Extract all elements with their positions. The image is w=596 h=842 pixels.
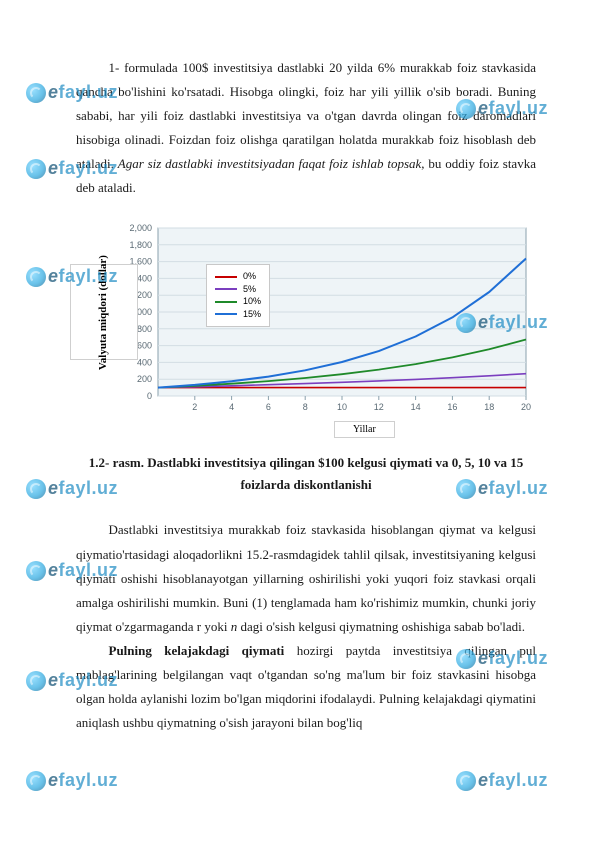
- legend-item: 15%: [215, 308, 261, 321]
- svg-text:4: 4: [229, 402, 234, 412]
- p2-text-a: Dastlabki investitsiya murakkab foiz sta…: [76, 522, 536, 633]
- legend-swatch: [215, 288, 237, 290]
- figure-caption: 1.2- rasm. Dastlabki investitsiya qiling…: [76, 452, 536, 496]
- legend-item: 0%: [215, 270, 261, 283]
- svg-text:20: 20: [521, 402, 531, 412]
- paragraph-1: 1- formulada 100$ investitsiya dastlabki…: [76, 56, 536, 200]
- legend-swatch: [215, 313, 237, 315]
- legend-label: 5%: [243, 283, 256, 296]
- legend-item: 10%: [215, 295, 261, 308]
- chart-legend: 0%5%10%15%: [206, 264, 270, 326]
- legend-swatch: [215, 276, 237, 278]
- globe-icon: [26, 561, 46, 581]
- svg-text:1,800: 1,800: [129, 240, 152, 250]
- globe-icon: [26, 771, 46, 791]
- svg-text:6: 6: [266, 402, 271, 412]
- chart-xlabel: Yillar: [334, 421, 395, 438]
- legend-label: 0%: [243, 270, 256, 283]
- svg-text:18: 18: [484, 402, 494, 412]
- svg-text:8: 8: [303, 402, 308, 412]
- globe-icon: [26, 159, 46, 179]
- svg-text:2: 2: [192, 402, 197, 412]
- chart-ylabel: Valyuta miqdori (dollar): [97, 255, 110, 370]
- svg-text:14: 14: [411, 402, 421, 412]
- globe-icon: [26, 83, 46, 103]
- chart-container: 02004006008001,0001,2001,4001,6001,8002,…: [76, 218, 536, 438]
- paragraph-2: Dastlabki investitsiya murakkab foiz sta…: [76, 518, 536, 638]
- svg-text:16: 16: [447, 402, 457, 412]
- p3-bold: Pulning kelajakdagi qiymati: [109, 643, 285, 658]
- page: 1- formulada 100$ investitsiya dastlabki…: [0, 0, 596, 842]
- globe-icon: [26, 671, 46, 691]
- paragraph-3: Pulning kelajakdagi qiymati hozirgi payt…: [76, 639, 536, 735]
- chart-svg: 02004006008001,0001,2001,4001,6001,8002,…: [106, 218, 536, 422]
- p1-text-a: 1- formulada 100$ investitsiya dastlabki…: [76, 60, 536, 171]
- watermark: efayl.uz: [456, 770, 548, 791]
- p1-italic: Agar siz dastlabki investitsiyadan faqat…: [118, 156, 422, 171]
- svg-text:800: 800: [137, 324, 152, 334]
- svg-text:2,000: 2,000: [129, 223, 152, 233]
- watermark: efayl.uz: [26, 770, 118, 791]
- legend-swatch: [215, 301, 237, 303]
- svg-text:400: 400: [137, 358, 152, 368]
- p2-text-b: dagi o'sish kelgusi qiymatning oshishiga…: [237, 619, 525, 634]
- svg-text:12: 12: [374, 402, 384, 412]
- legend-label: 15%: [243, 308, 261, 321]
- caption-text: 1.2- rasm. Dastlabki investitsiya qiling…: [89, 455, 523, 492]
- svg-text:10: 10: [337, 402, 347, 412]
- globe-icon: [26, 479, 46, 499]
- globe-icon: [456, 771, 476, 791]
- legend-item: 5%: [215, 283, 261, 296]
- chart-ylabel-box: Valyuta miqdori (dollar): [70, 264, 138, 360]
- legend-label: 10%: [243, 295, 261, 308]
- svg-text:600: 600: [137, 341, 152, 351]
- svg-text:0: 0: [147, 391, 152, 401]
- svg-text:200: 200: [137, 374, 152, 384]
- globe-icon: [26, 267, 46, 287]
